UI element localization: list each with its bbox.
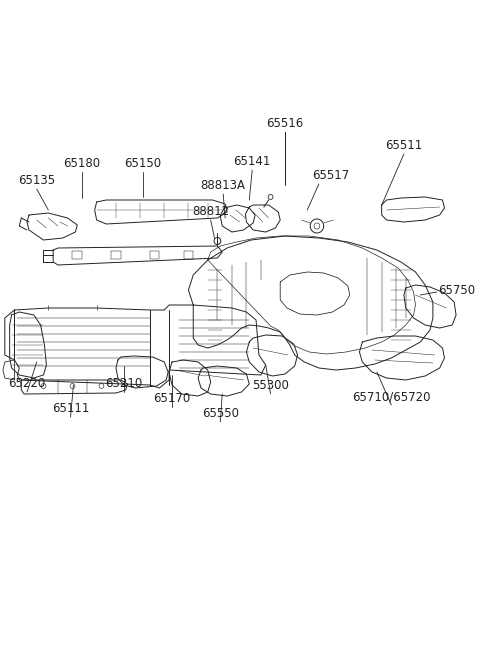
Text: 65135: 65135 xyxy=(18,174,55,187)
Text: 88813A: 88813A xyxy=(201,179,246,192)
Text: 65210: 65210 xyxy=(105,377,142,390)
Text: 65170: 65170 xyxy=(154,392,191,405)
Text: 88812: 88812 xyxy=(192,205,229,218)
Text: 65750: 65750 xyxy=(438,284,475,296)
Text: 65220: 65220 xyxy=(9,377,46,390)
Text: 65150: 65150 xyxy=(124,157,162,170)
Bar xyxy=(150,251,159,259)
Text: 65710/65720: 65710/65720 xyxy=(352,390,431,403)
Bar xyxy=(183,251,193,259)
Text: 65511: 65511 xyxy=(385,139,422,152)
Text: 65111: 65111 xyxy=(52,402,89,415)
Text: 65180: 65180 xyxy=(63,157,101,170)
Text: 65141: 65141 xyxy=(233,155,271,168)
Text: 65516: 65516 xyxy=(266,117,304,130)
Text: 65517: 65517 xyxy=(312,169,349,182)
Text: 65550: 65550 xyxy=(202,407,239,420)
Bar xyxy=(111,251,121,259)
Text: 55300: 55300 xyxy=(252,379,289,392)
Bar xyxy=(72,251,82,259)
